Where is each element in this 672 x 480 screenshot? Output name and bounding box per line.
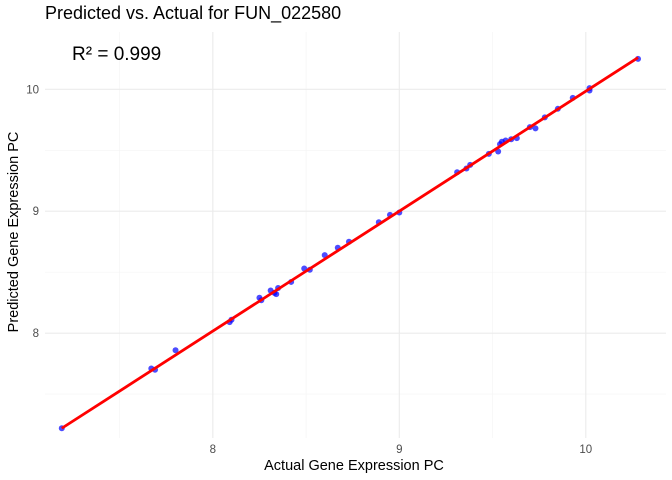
data-point bbox=[532, 125, 539, 132]
x-tick-labels: 8 9 10 bbox=[210, 444, 593, 456]
y-tick-label: 9 bbox=[33, 206, 39, 218]
y-tick-labels: 8 9 10 bbox=[26, 84, 39, 340]
data-point bbox=[172, 347, 179, 354]
x-axis-title: Actual Gene Expression PC bbox=[264, 458, 444, 474]
minor-gridlines bbox=[45, 32, 666, 438]
y-tick-label: 8 bbox=[33, 328, 39, 340]
major-gridlines bbox=[45, 32, 666, 438]
y-tick-label: 10 bbox=[26, 84, 39, 96]
fit-line bbox=[61, 56, 639, 430]
chart-title: Predicted vs. Actual for FUN_022580 bbox=[45, 3, 341, 24]
x-tick-label: 10 bbox=[579, 444, 592, 456]
fit-line-group bbox=[61, 56, 639, 430]
x-tick-label: 9 bbox=[396, 444, 402, 456]
r-squared-annotation: R² = 0.999 bbox=[72, 44, 161, 65]
y-axis-title: Predicted Gene Expression PC bbox=[6, 132, 22, 333]
x-tick-label: 8 bbox=[210, 444, 216, 456]
